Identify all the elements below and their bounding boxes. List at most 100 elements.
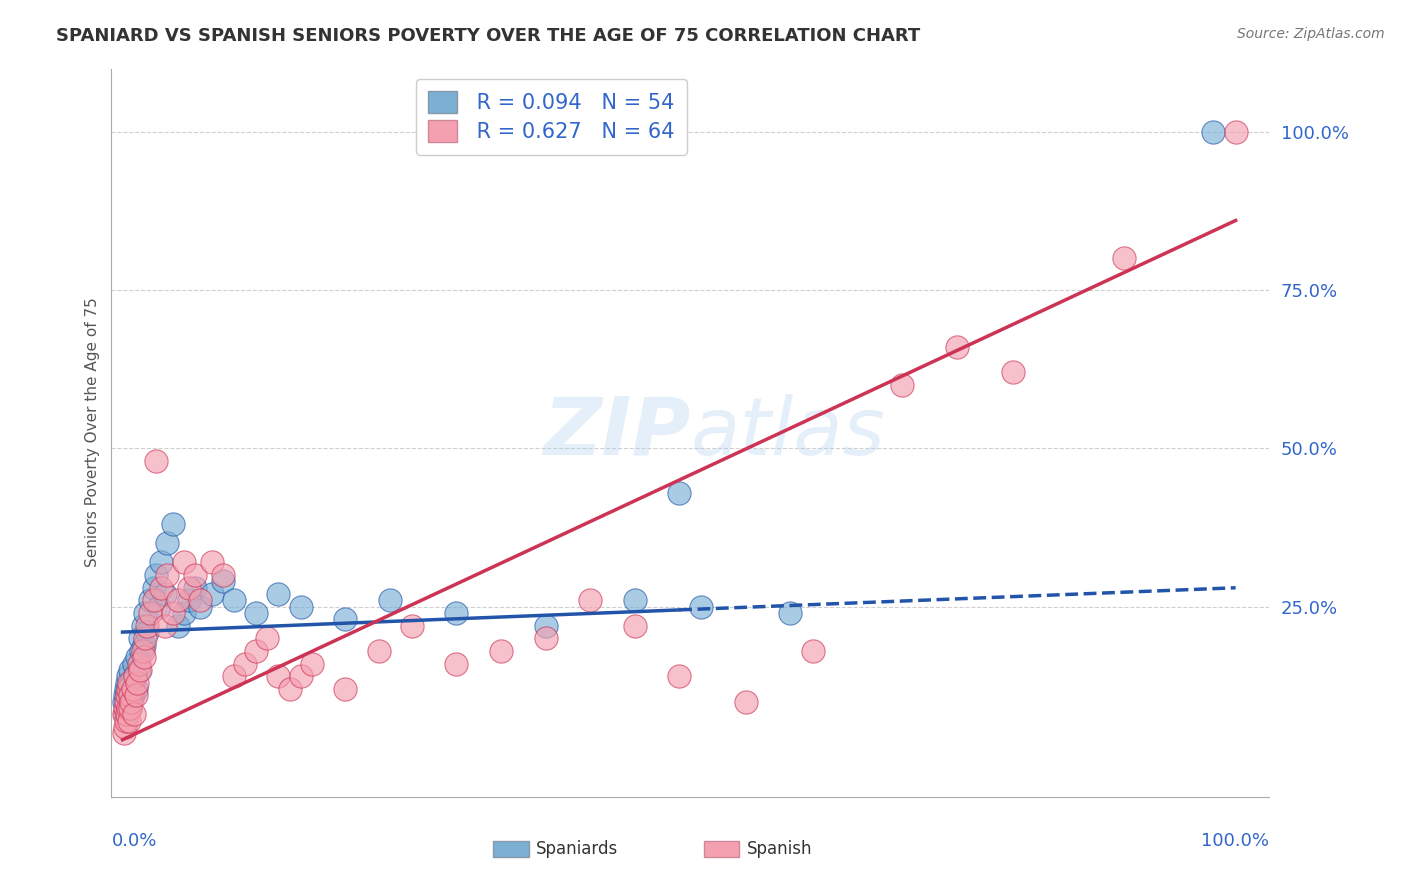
Point xyxy=(115,695,138,709)
Point xyxy=(117,669,139,683)
Point xyxy=(115,701,138,715)
Point xyxy=(115,675,138,690)
Point xyxy=(120,663,142,677)
Point xyxy=(446,606,468,620)
Point xyxy=(1114,252,1136,266)
Point xyxy=(145,454,167,468)
Y-axis label: Seniors Poverty Over the Age of 75: Seniors Poverty Over the Age of 75 xyxy=(86,298,100,567)
Text: SPANIARD VS SPANISH SENIORS POVERTY OVER THE AGE OF 75 CORRELATION CHART: SPANIARD VS SPANISH SENIORS POVERTY OVER… xyxy=(56,27,921,45)
Point xyxy=(131,644,153,658)
Point xyxy=(121,682,143,697)
Point xyxy=(446,657,468,671)
Point xyxy=(129,663,152,677)
Point xyxy=(136,619,159,633)
Text: atlas: atlas xyxy=(690,393,884,472)
Point xyxy=(145,568,167,582)
Point xyxy=(150,581,173,595)
Text: Spaniards: Spaniards xyxy=(536,840,617,858)
Point xyxy=(114,720,136,734)
Point xyxy=(120,701,142,715)
Point xyxy=(125,689,148,703)
Point xyxy=(690,599,713,614)
Point xyxy=(211,568,233,582)
Point xyxy=(125,650,148,665)
Point xyxy=(333,612,356,626)
Point xyxy=(534,619,557,633)
Point xyxy=(156,536,179,550)
Text: Spanish: Spanish xyxy=(747,840,811,858)
Point xyxy=(118,682,141,697)
Text: ZIP: ZIP xyxy=(543,393,690,472)
Point xyxy=(290,669,312,683)
Point xyxy=(162,517,184,532)
Point xyxy=(278,682,301,697)
Point xyxy=(256,632,278,646)
Point xyxy=(779,606,801,620)
Point xyxy=(117,701,139,715)
Point xyxy=(1001,366,1024,380)
Point xyxy=(128,657,150,671)
Point xyxy=(184,568,207,582)
Point xyxy=(534,632,557,646)
Point xyxy=(125,682,148,697)
Point xyxy=(200,587,222,601)
Point xyxy=(118,675,141,690)
Point xyxy=(142,581,165,595)
Point xyxy=(125,675,148,690)
Point xyxy=(1202,125,1225,139)
Point xyxy=(122,707,145,722)
Point xyxy=(190,599,212,614)
Point xyxy=(579,593,602,607)
Point xyxy=(128,663,150,677)
Point xyxy=(120,701,142,715)
Point xyxy=(173,606,195,620)
Point xyxy=(134,606,156,620)
Point xyxy=(132,650,155,665)
Point xyxy=(162,606,184,620)
Point xyxy=(378,593,401,607)
Point xyxy=(267,587,290,601)
Point xyxy=(150,556,173,570)
Point xyxy=(132,638,155,652)
Point xyxy=(489,644,512,658)
Point xyxy=(112,726,135,740)
Point xyxy=(184,581,207,595)
Point xyxy=(245,606,267,620)
Point xyxy=(122,657,145,671)
Point xyxy=(115,689,138,703)
Point xyxy=(156,568,179,582)
Point xyxy=(267,669,290,683)
Point xyxy=(1225,125,1247,139)
Point xyxy=(120,675,142,690)
Point xyxy=(401,619,423,633)
Point xyxy=(115,707,138,722)
Point xyxy=(668,669,690,683)
Text: 100.0%: 100.0% xyxy=(1201,832,1270,850)
Point xyxy=(148,599,170,614)
Point xyxy=(890,378,912,392)
Point xyxy=(134,632,156,646)
Point xyxy=(131,644,153,658)
Point xyxy=(200,556,222,570)
Point xyxy=(153,619,176,633)
Point xyxy=(112,707,135,722)
Point xyxy=(801,644,824,658)
Point xyxy=(153,587,176,601)
Point xyxy=(245,644,267,658)
Legend:  R = 0.094   N = 54,  R = 0.627   N = 64: R = 0.094 N = 54, R = 0.627 N = 64 xyxy=(416,78,688,154)
Point xyxy=(623,619,645,633)
Point xyxy=(115,714,138,728)
Point xyxy=(117,682,139,697)
Point xyxy=(167,593,190,607)
Point xyxy=(211,574,233,589)
Point xyxy=(120,689,142,703)
Point xyxy=(190,593,212,607)
Point xyxy=(139,606,162,620)
Point xyxy=(124,669,146,683)
Point xyxy=(734,695,756,709)
Point xyxy=(290,599,312,614)
Point xyxy=(118,714,141,728)
Point xyxy=(179,581,201,595)
Point xyxy=(946,340,969,354)
Point xyxy=(668,485,690,500)
